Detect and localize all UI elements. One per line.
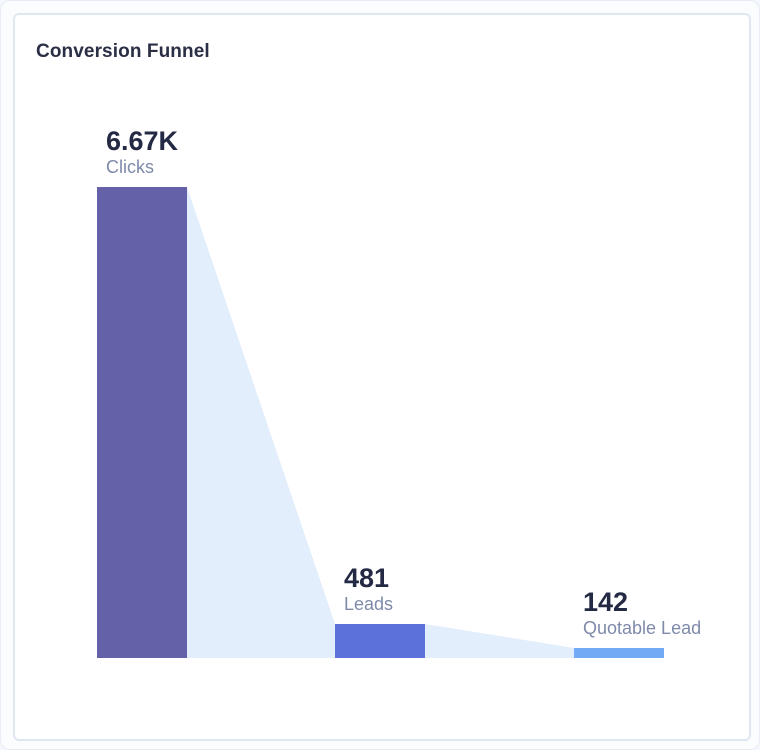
funnel-connector bbox=[187, 187, 335, 658]
stage-value-quotable-lead: 142 bbox=[583, 587, 629, 617]
stage-label-clicks: Clicks bbox=[106, 157, 154, 177]
funnel-bar-clicks[interactable] bbox=[97, 187, 187, 658]
funnel-connector bbox=[425, 624, 574, 658]
stage-value-clicks: 6.67K bbox=[106, 126, 179, 156]
funnel-bar-quotable-lead[interactable] bbox=[574, 648, 664, 658]
card-title: Conversion Funnel bbox=[36, 41, 210, 62]
stage-value-leads: 481 bbox=[344, 563, 390, 593]
funnel-connectors bbox=[187, 187, 574, 658]
conversion-funnel-card: Conversion Funnel 6.67K Clicks 481 Leads… bbox=[13, 13, 751, 741]
funnel-chart: 6.67K Clicks 481 Leads 142 Quotable Lead bbox=[15, 15, 749, 739]
stage-label-leads: Leads bbox=[344, 594, 394, 614]
funnel-bar-leads[interactable] bbox=[335, 624, 425, 658]
stage-label-quotable-lead: Quotable Lead bbox=[583, 618, 702, 638]
